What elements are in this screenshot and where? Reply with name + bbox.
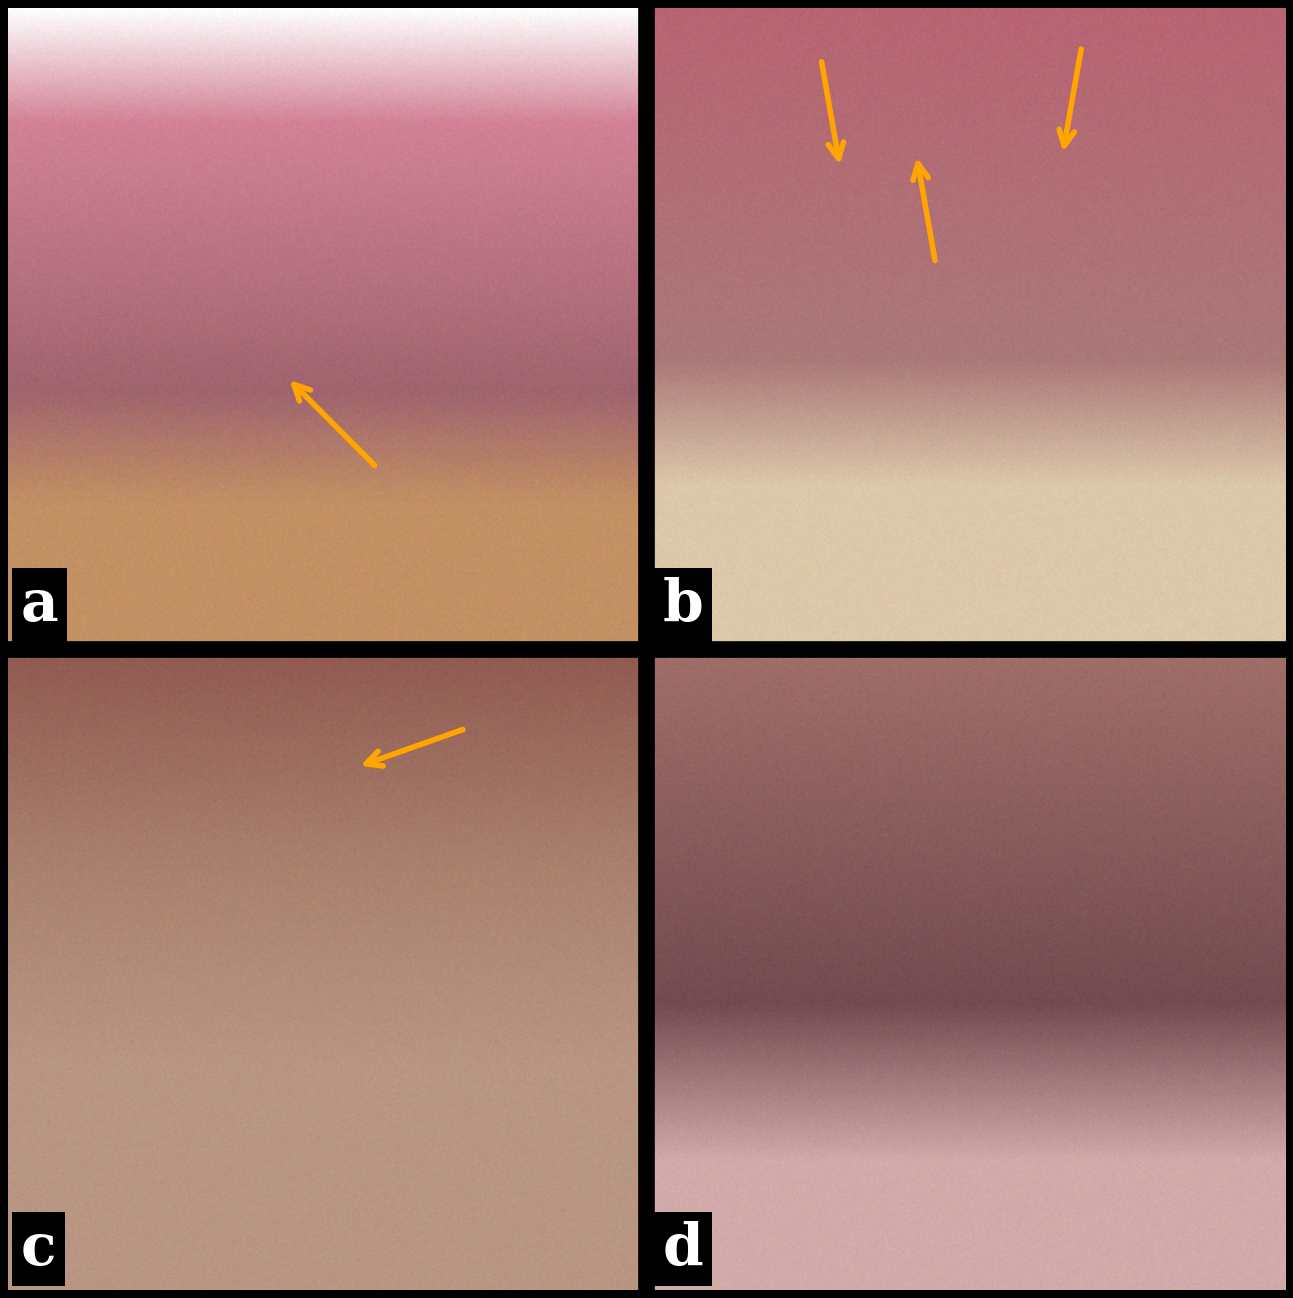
Text: b: b xyxy=(662,578,703,633)
Text: d: d xyxy=(662,1221,703,1277)
Text: c: c xyxy=(21,1221,56,1277)
Text: a: a xyxy=(21,578,58,633)
